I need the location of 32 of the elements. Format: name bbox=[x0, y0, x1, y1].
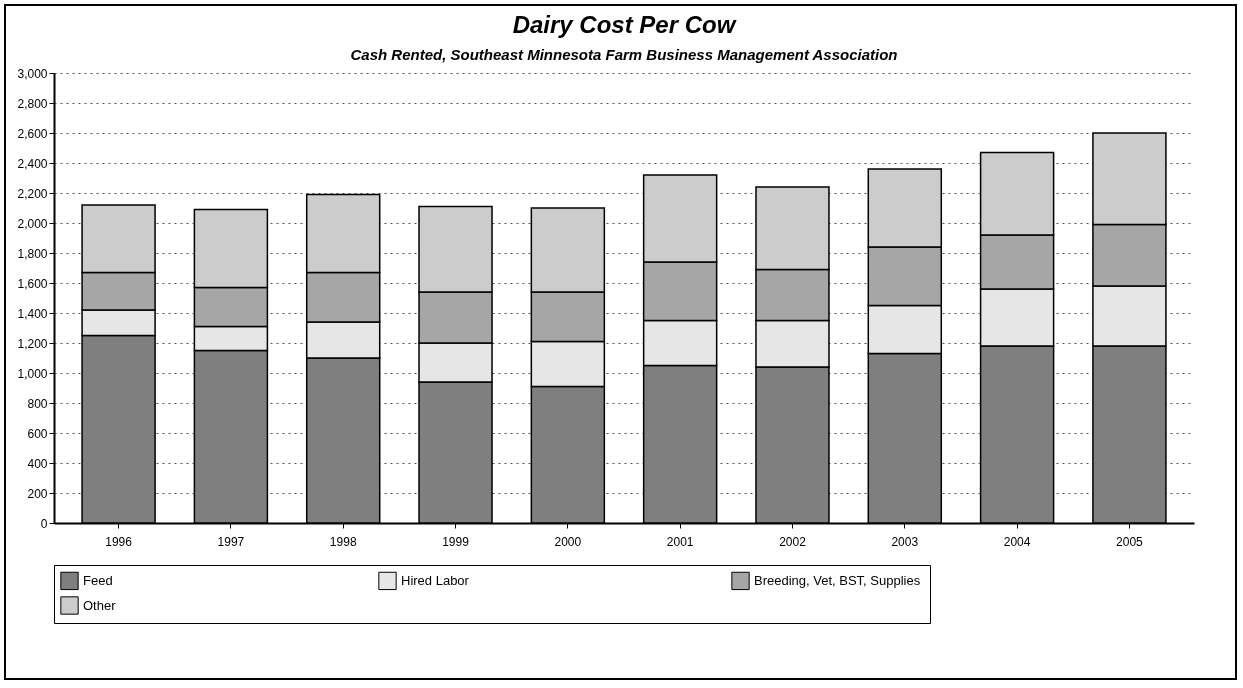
x-tick-label: 2002 bbox=[779, 534, 807, 549]
y-tick-label: 1,800 bbox=[17, 246, 48, 261]
legend-label: Other bbox=[83, 597, 117, 613]
chart-subtitle: Cash Rented, Southeast Minnesota Farm Business Management Association bbox=[350, 46, 898, 63]
y-tick-label: 2,200 bbox=[17, 186, 48, 201]
y-tick-label: 2,000 bbox=[17, 216, 48, 231]
y-tick-label: 2,400 bbox=[17, 156, 48, 171]
y-tick-label: 1,600 bbox=[17, 276, 48, 291]
y-tick-label: 0 bbox=[40, 516, 48, 531]
x-tick-label: 1999 bbox=[442, 534, 470, 549]
x-tick-label: 2000 bbox=[554, 534, 582, 549]
y-tick-label: 3,000 bbox=[17, 66, 48, 81]
y-tick-label: 2,800 bbox=[17, 96, 48, 111]
x-tick-label: 2001 bbox=[666, 534, 694, 549]
y-tick-label: 1,400 bbox=[17, 306, 48, 321]
y-tick-label: 1,200 bbox=[17, 336, 48, 351]
legend-label: Hired Labor bbox=[401, 572, 470, 588]
x-tick-label: 1997 bbox=[217, 534, 245, 549]
x-tick-label: 2004 bbox=[1003, 534, 1031, 549]
y-tick-label: 400 bbox=[27, 456, 48, 471]
x-tick-label: 2005 bbox=[1116, 534, 1144, 549]
y-tick-label: 200 bbox=[27, 486, 48, 501]
x-tick-label: 2003 bbox=[891, 534, 919, 549]
y-tick-label: 800 bbox=[27, 396, 48, 411]
chart-title: Dairy Cost Per Cow bbox=[512, 11, 737, 38]
y-tick-label: 2,600 bbox=[17, 126, 48, 141]
legend-label: Feed bbox=[83, 572, 113, 588]
x-tick-label: 1998 bbox=[329, 534, 357, 549]
y-tick-label: 600 bbox=[27, 426, 48, 441]
y-tick-label: 1,000 bbox=[17, 366, 48, 381]
x-tick-label: 1996 bbox=[105, 534, 133, 549]
legend-label: Breeding, Vet, BST, Supplies bbox=[754, 572, 921, 588]
